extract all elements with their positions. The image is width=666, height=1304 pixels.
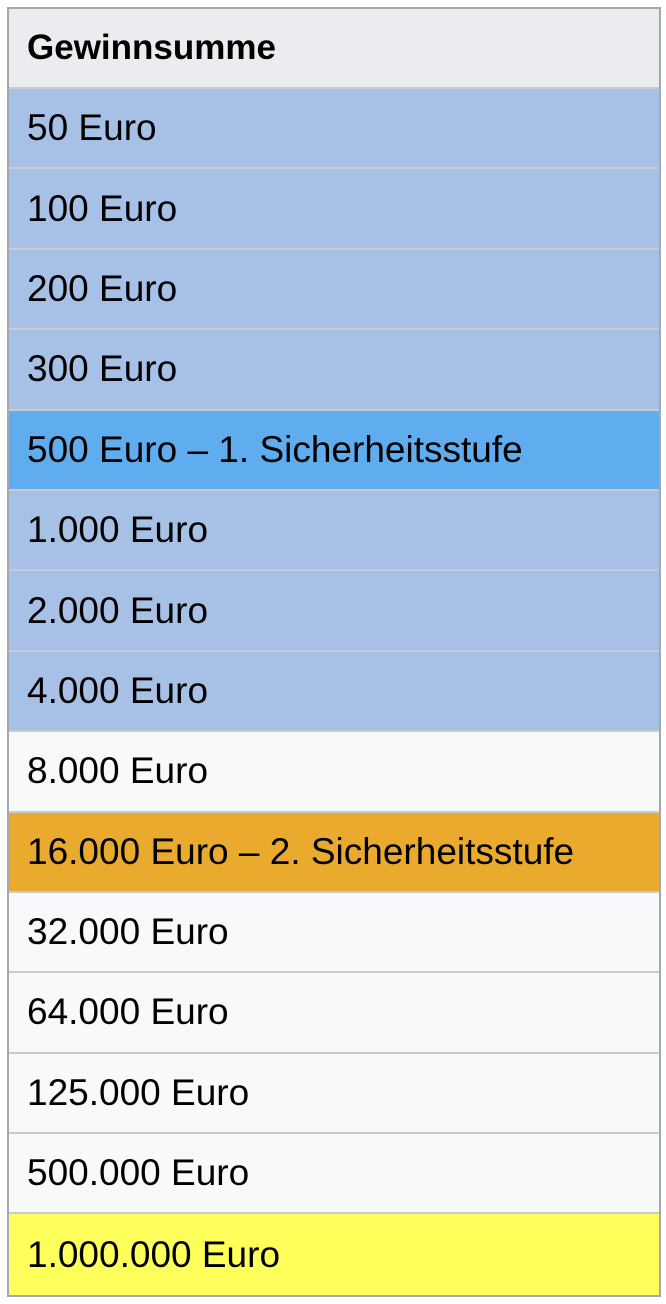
prize-ladder-table: Gewinnsumme 50 Euro 100 Euro 200 Euro 30… <box>9 9 659 1295</box>
table-row: 300 Euro <box>9 330 659 411</box>
table-row: 500.000 Euro <box>9 1134 659 1215</box>
prize-cell: 500.000 Euro <box>9 1134 659 1215</box>
table-header-row: Gewinnsumme <box>9 9 659 89</box>
table-row: 32.000 Euro <box>9 892 659 974</box>
table-row-top-prize: 1.000.000 Euro <box>9 1214 659 1295</box>
table-row-safety-level-2: 16.000 Euro – 2. Sicherheitsstufe <box>9 812 659 893</box>
prize-cell: 200 Euro <box>9 249 659 331</box>
prize-cell: 2.000 Euro <box>9 571 659 652</box>
prize-cell: 1.000.000 Euro <box>9 1214 659 1295</box>
column-header-gewinnsumme: Gewinnsumme <box>9 9 659 89</box>
prize-cell: 300 Euro <box>9 330 659 411</box>
table-row: 64.000 Euro <box>9 973 659 1054</box>
prize-cell: 500 Euro – 1. Sicherheitsstufe <box>9 410 659 491</box>
prize-cell: 32.000 Euro <box>9 892 659 974</box>
prize-cell: 50 Euro <box>9 89 659 170</box>
table-row: 125.000 Euro <box>9 1053 659 1135</box>
table-row-safety-level-1: 500 Euro – 1. Sicherheitsstufe <box>9 410 659 491</box>
prize-table: Gewinnsumme 50 Euro 100 Euro 200 Euro 30… <box>7 7 661 1297</box>
prize-cell: 4.000 Euro <box>9 651 659 733</box>
table-row: 4.000 Euro <box>9 651 659 733</box>
table-row: 8.000 Euro <box>9 732 659 813</box>
table-row: 50 Euro <box>9 89 659 170</box>
table-row: 100 Euro <box>9 169 659 250</box>
prize-cell: 125.000 Euro <box>9 1053 659 1135</box>
prize-cell: 8.000 Euro <box>9 732 659 813</box>
table-row: 1.000 Euro <box>9 490 659 572</box>
prize-cell: 100 Euro <box>9 169 659 250</box>
table-row: 200 Euro <box>9 249 659 331</box>
table-row: 2.000 Euro <box>9 571 659 652</box>
prize-cell: 16.000 Euro – 2. Sicherheitsstufe <box>9 812 659 893</box>
prize-cell: 1.000 Euro <box>9 490 659 572</box>
prize-cell: 64.000 Euro <box>9 973 659 1054</box>
